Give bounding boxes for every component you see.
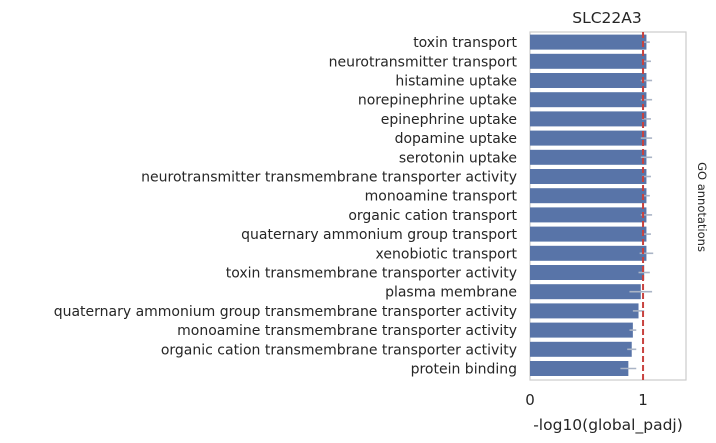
bar-11 — [530, 226, 647, 242]
category-label-8: neurotransmitter transmembrane transport… — [141, 170, 517, 186]
category-label-14: plasma membrane — [385, 285, 517, 301]
bar-10 — [530, 207, 647, 223]
bar-13 — [530, 265, 645, 280]
plot-frame — [529, 31, 687, 381]
category-label-17: organic cation transmembrane transporter… — [161, 342, 517, 358]
category-label-15: quaternary ammonium group transmembrane … — [54, 304, 517, 320]
x-tick-label-1: 1 — [638, 391, 648, 409]
category-label-6: dopamine uptake — [395, 131, 517, 147]
category-label-10: organic cation transport — [348, 208, 517, 224]
category-label-1: toxin transport — [413, 35, 517, 51]
bar-18 — [530, 361, 629, 376]
bar-5 — [530, 111, 647, 127]
bar-1 — [530, 34, 647, 50]
category-label-3: histamine uptake — [395, 74, 517, 90]
side-axis-label: GO annotations — [695, 162, 709, 252]
bar-17 — [530, 341, 632, 357]
bar-16 — [530, 322, 633, 338]
bar-3 — [530, 73, 647, 88]
bar-4 — [530, 92, 647, 108]
bar-6 — [530, 130, 647, 146]
category-label-16: monoamine transmembrane transporter acti… — [177, 323, 517, 339]
category-label-13: toxin transmembrane transporter activity — [226, 266, 517, 282]
bar-7 — [530, 149, 647, 165]
bar-2 — [530, 53, 647, 69]
bar-14 — [530, 284, 641, 300]
bar-9 — [530, 188, 647, 204]
category-label-11: quaternary ammonium group transport — [241, 227, 517, 243]
category-label-18: protein binding — [411, 362, 517, 378]
bar-8 — [530, 169, 647, 184]
x-axis-label: -log10(global_padj) — [533, 416, 683, 435]
category-label-7: serotonin uptake — [399, 150, 517, 166]
category-label-9: monoamine transport — [365, 189, 518, 205]
bar-12 — [530, 245, 647, 261]
category-label-4: norepinephrine uptake — [358, 93, 517, 109]
bar-15 — [530, 303, 639, 319]
x-tick-label-0: 0 — [525, 391, 535, 409]
category-label-2: neurotransmitter transport — [329, 54, 518, 70]
chart-title: SLC22A3 — [572, 9, 642, 27]
category-label-12: xenobiotic transport — [376, 246, 518, 262]
category-label-5: epinephrine uptake — [381, 112, 517, 128]
